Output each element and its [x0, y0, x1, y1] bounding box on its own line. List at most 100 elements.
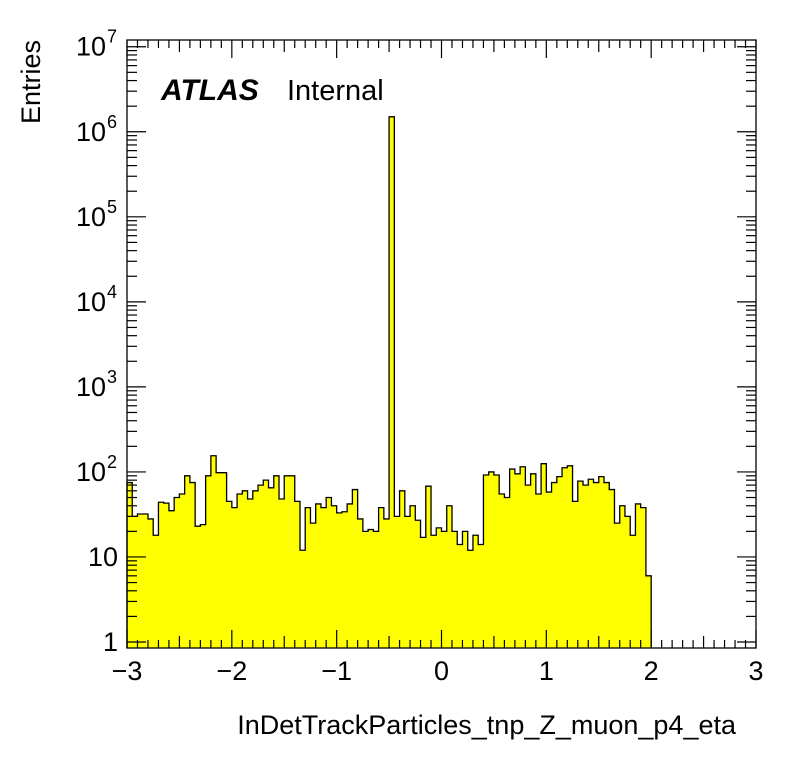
y-tick-label: 10: [76, 287, 106, 317]
y-tick-label: 10: [76, 202, 106, 232]
histogram-bar: [593, 482, 600, 648]
histogram-bar: [247, 499, 254, 648]
histogram-bar: [299, 550, 306, 648]
histogram-bar: [425, 486, 432, 648]
histogram-bar: [252, 490, 259, 648]
y-tick-label: 10: [76, 32, 106, 62]
histogram-bar: [556, 476, 563, 648]
histogram-bar: [530, 473, 537, 648]
histogram-bar: [362, 531, 369, 648]
histogram-outline: [126, 116, 652, 648]
histogram-bar: [472, 535, 479, 648]
histogram-bar: [273, 475, 280, 648]
y-tick-label: 10: [88, 542, 118, 572]
histogram-bar: [263, 480, 270, 648]
x-tick-label: −2: [216, 656, 247, 686]
histogram-bars-layer: [126, 116, 652, 649]
histogram-bar: [520, 466, 526, 648]
histogram-bar: [268, 487, 275, 648]
histogram-bar: [457, 544, 464, 648]
histogram-bar: [572, 501, 579, 648]
histogram-bar: [614, 523, 621, 648]
x-tick-label: 2: [644, 656, 659, 686]
histogram-bar: [357, 518, 364, 648]
histogram-bar: [415, 520, 422, 648]
x-tick-label: −3: [112, 656, 143, 686]
histogram-bar: [551, 482, 558, 648]
x-tick-label: 1: [539, 656, 554, 686]
histogram-bar: [179, 494, 186, 648]
histogram-bar: [645, 575, 652, 648]
atlas-label: ATLAS: [160, 74, 259, 107]
histogram-bar: [184, 475, 191, 648]
y-tick-label: 1: [103, 627, 118, 657]
histogram-bar: [305, 507, 312, 648]
histogram-bar: [200, 524, 207, 648]
histogram-bar: [373, 531, 380, 648]
y-tick-label-exponent: 6: [107, 112, 117, 132]
histogram-bar: [389, 116, 395, 649]
histogram-bar: [231, 507, 238, 648]
histogram-bar: [546, 492, 553, 648]
histogram-bar: [446, 505, 453, 648]
histogram-bar: [336, 512, 343, 648]
histogram-bar: [352, 489, 359, 648]
histogram-bar: [310, 523, 317, 648]
y-tick-label-exponent: 7: [107, 27, 117, 47]
histogram-bar: [189, 482, 196, 648]
histogram-bar: [279, 499, 285, 648]
histogram-bar: [493, 475, 500, 648]
histogram-bar: [226, 501, 233, 648]
histogram-bar: [478, 544, 485, 648]
histogram-bar: [420, 537, 427, 648]
y-tick-label-exponent: 4: [107, 282, 117, 302]
histogram-bar: [462, 531, 469, 648]
histogram-bar: [394, 516, 401, 648]
histogram-bar: [431, 535, 437, 648]
histogram-bar: [147, 518, 154, 648]
histogram-bar: [153, 535, 160, 648]
histogram-bar: [609, 489, 616, 648]
histogram-bar: [603, 482, 610, 648]
histogram-bar: [347, 503, 353, 648]
y-tick-label-exponent: 2: [107, 452, 117, 472]
histogram-bar: [499, 494, 505, 648]
histogram-bar: [221, 472, 228, 648]
histogram-bar: [451, 531, 458, 648]
x-tick-label: −1: [321, 656, 352, 686]
y-tick-label: 10: [76, 457, 106, 487]
histogram-bar: [258, 485, 264, 648]
histogram-bar: [514, 473, 521, 648]
histogram-bar: [237, 494, 243, 648]
histogram-bar: [562, 467, 568, 648]
histogram-bar: [541, 463, 547, 648]
histogram-bar: [577, 481, 584, 648]
histogram-bar: [619, 505, 626, 648]
histogram-bar: [624, 516, 631, 648]
histogram-bar: [399, 490, 406, 648]
histogram-bar: [598, 476, 605, 648]
histogram-bar: [410, 505, 416, 648]
histogram-bar: [163, 503, 170, 648]
histogram-bar: [504, 497, 511, 648]
histogram-bar: [488, 471, 495, 648]
histogram-bar: [284, 475, 291, 648]
y-axis-label: Entries: [16, 40, 46, 124]
histogram-bar: [378, 507, 385, 648]
histogram-bar: [635, 503, 642, 648]
histogram-bar: [535, 494, 542, 648]
histogram-bar: [315, 503, 322, 648]
histogram-bar: [168, 510, 175, 648]
y-tick-label: 10: [76, 117, 106, 147]
x-axis-ticks: −3 −2 −1 0 1 2 3: [112, 40, 764, 686]
histogram-bar: [630, 535, 637, 648]
histogram-bar: [404, 516, 411, 648]
x-tick-label: 3: [748, 656, 763, 686]
histogram-bar: [331, 505, 338, 648]
histogram-bar: [294, 501, 301, 648]
histogram-bar: [368, 529, 374, 648]
histogram-bar: [525, 485, 532, 648]
histogram-bar: [158, 502, 165, 648]
y-tick-label: 10: [76, 372, 106, 402]
